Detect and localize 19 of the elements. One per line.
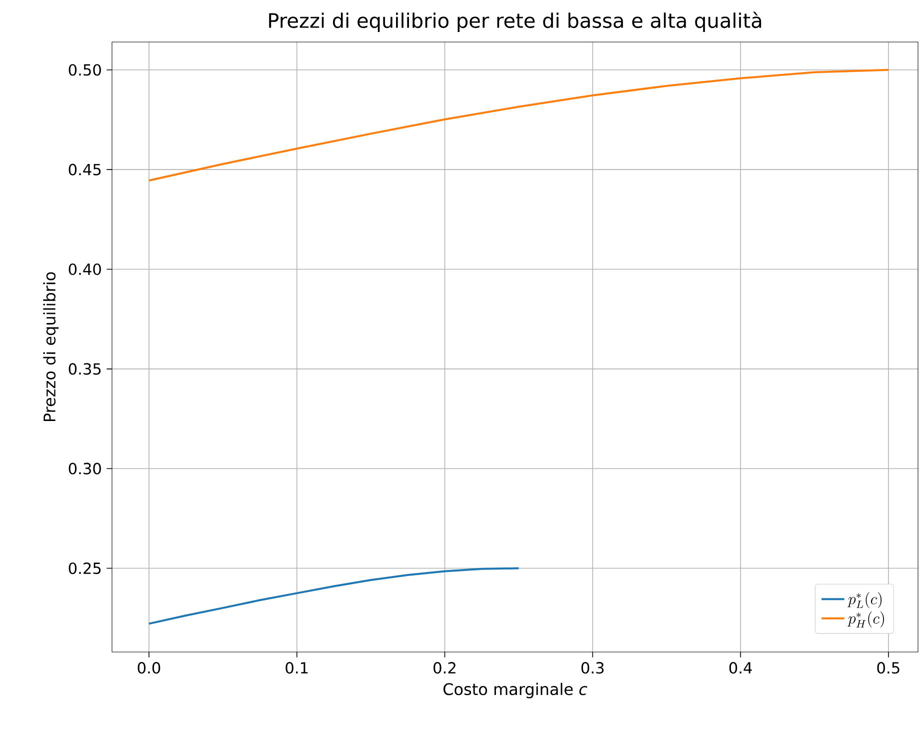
x-axis-title: Costo marginale c	[443, 682, 588, 698]
legend-label: $p_L^*(c)$	[847, 592, 882, 608]
y-tick-label: 0.50	[68, 64, 101, 76]
y-tick-label: 0.35	[68, 363, 101, 375]
y-axis-title: Prezzo di equilibrio	[43, 272, 59, 422]
y-tick-label: 0.45	[68, 164, 101, 176]
chart-title: Prezzi di equilibrio per rete di bassa e alta qualità	[269, 12, 762, 32]
legend-label: $p_H^*(c)$	[847, 611, 884, 628]
y-tick-label: 0.40	[68, 263, 101, 276]
y-tick-label: 0.30	[68, 462, 101, 474]
x-tick-label: 0.4	[729, 662, 752, 674]
x-tick-label: 0.2	[434, 662, 456, 674]
x-tick-label: 0.5	[877, 662, 900, 674]
line-series	[148, 567, 520, 625]
y-tick-label: 0.25	[68, 562, 101, 574]
x-tick-label: 0.0	[138, 662, 160, 674]
x-tick-label: 0.3	[581, 662, 604, 674]
x-tick-label: 0.1	[286, 662, 308, 674]
line-series	[148, 68, 890, 182]
